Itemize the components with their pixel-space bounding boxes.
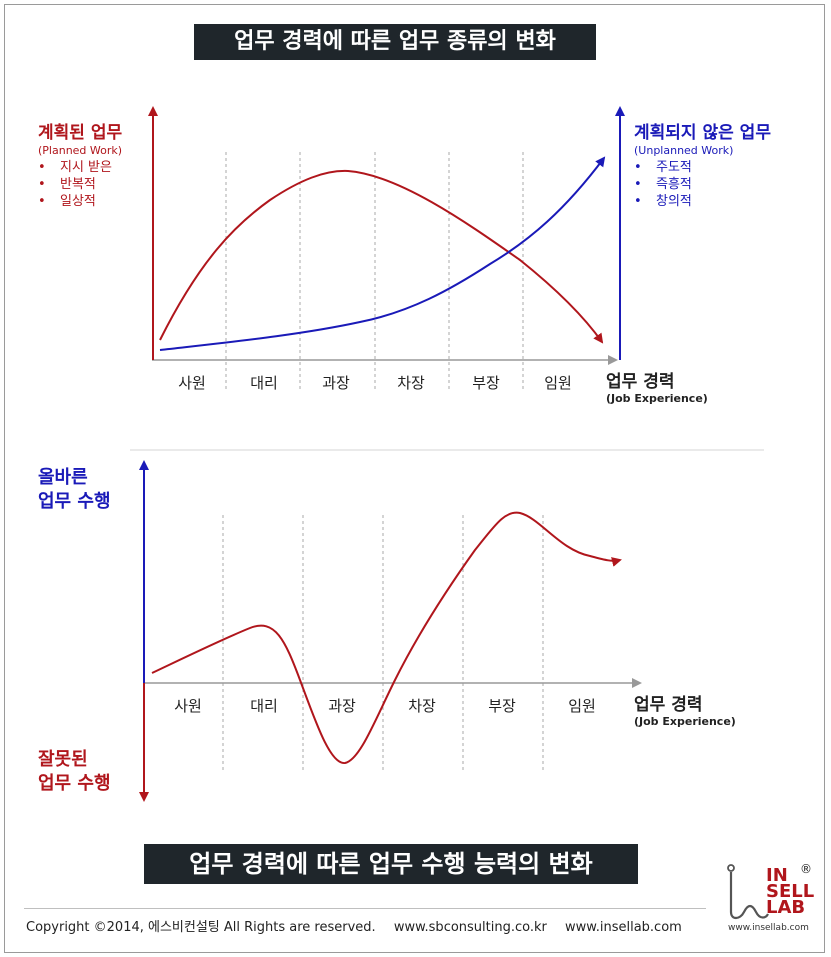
planned-work-sub: (Planned Work) (38, 144, 123, 157)
wrong-performance-label: 잘못된 업무 수행 (38, 748, 111, 796)
copyright-text: Copyright ©2014, 에스비컨설팅 All Rights are r… (26, 920, 376, 935)
planned-item: 반복적 (38, 176, 122, 193)
correct-performance-line: 올바른 (38, 467, 88, 488)
chart2-axis-title: 업무 경력 (634, 695, 703, 715)
unplanned-item: 즉흥적 (634, 176, 771, 193)
chart1-category: 임원 (544, 374, 572, 392)
planned-work-label: 계획된 업무 (Planned Work) 지시 받은 반복적 일상적 (38, 118, 122, 210)
logo-text-sell: SELL (766, 881, 815, 902)
chart2-category: 사원 (174, 697, 202, 715)
logo-text-lab: LAB (766, 897, 806, 918)
wrong-performance-line: 업무 수행 (38, 773, 111, 794)
footer-divider (24, 908, 706, 909)
chart1-gridlines (225, 152, 524, 390)
unplanned-work-sub: (Unplanned Work) (634, 144, 734, 157)
chart1-axis-title: 업무 경력 (606, 372, 675, 392)
planned-item: 일상적 (38, 193, 122, 210)
chart1-axis-label: 업무 경력 (Job Experience) (606, 367, 708, 405)
page-frame (4, 4, 825, 953)
unplanned-work-heading: 계획되지 않은 업무 (634, 123, 771, 143)
chart2-category: 부장 (488, 697, 516, 715)
chart1-planned-curve (159, 169, 604, 344)
footer: Copyright ©2014, 에스비컨설팅 All Rights are r… (26, 916, 696, 935)
insellab-link[interactable]: www.insellab.com (565, 920, 682, 935)
chart2-axis-sub: (Job Experience) (634, 715, 736, 728)
correct-performance-label: 올바른 업무 수행 (38, 466, 111, 514)
unplanned-item: 창의적 (634, 193, 771, 210)
chart2-gridlines (222, 515, 544, 770)
chart1-category: 사원 (178, 374, 206, 392)
top-title: 업무 경력에 따른 업무 종류의 변화 (194, 24, 596, 60)
registered-mark: ® (800, 862, 812, 876)
chart2-axis-label: 업무 경력 (Job Experience) (634, 690, 736, 728)
wrong-performance-line: 잘못된 (38, 749, 88, 770)
correct-performance-line: 업무 수행 (38, 491, 111, 512)
chart1-axis-sub: (Job Experience) (606, 392, 708, 405)
bottom-title: 업무 경력에 따른 업무 수행 능력의 변화 (144, 844, 638, 884)
unplanned-work-label: 계획되지 않은 업무 (Unplanned Work) 주도적 즉흥적 창의적 (634, 118, 771, 210)
chart1-unplanned-curve (159, 156, 606, 351)
chart1-category: 대리 (250, 374, 278, 392)
chart1-category: 부장 (472, 374, 500, 392)
chart2-performance-curve (151, 511, 622, 764)
sbconsulting-link[interactable]: www.sbconsulting.co.kr (393, 920, 547, 935)
chart2-category: 차장 (408, 697, 436, 715)
chart2-category: 대리 (250, 697, 278, 715)
planned-item: 지시 받은 (38, 159, 122, 176)
chart1-category: 차장 (397, 374, 425, 392)
logo-text-in: IN (766, 865, 788, 886)
chart2-category: 임원 (568, 697, 596, 715)
chart1-category: 과장 (322, 374, 350, 392)
logo-url: www.insellab.com (728, 923, 809, 933)
planned-work-heading: 계획된 업무 (38, 123, 123, 143)
unplanned-item: 주도적 (634, 159, 771, 176)
chart2-category: 과장 (328, 697, 356, 715)
